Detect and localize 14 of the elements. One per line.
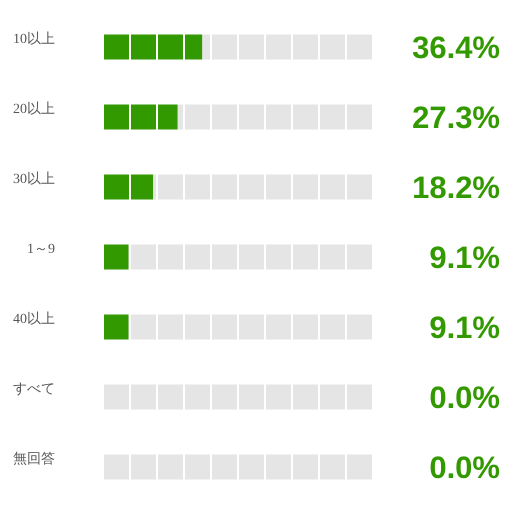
data-label: 0.0%	[429, 380, 500, 415]
data-label: 0.0%	[429, 450, 500, 485]
data-label: 18.2%	[412, 170, 500, 205]
data-label: 36.4%	[412, 30, 500, 65]
data-label: 27.3%	[412, 100, 500, 135]
data-label: 9.1%	[429, 310, 500, 345]
y-tick-label: すべて	[13, 382, 55, 397]
y-tick-label: 40以上	[13, 311, 55, 327]
data-label: 9.1%	[429, 240, 500, 275]
y-tick-label: 10以上	[13, 31, 55, 47]
y-tick-label: 1～9	[27, 242, 55, 257]
y-tick-label: 20以上	[13, 101, 55, 117]
y-tick-label: 無回答	[13, 451, 55, 467]
y-tick-label: 30以上	[13, 171, 55, 187]
